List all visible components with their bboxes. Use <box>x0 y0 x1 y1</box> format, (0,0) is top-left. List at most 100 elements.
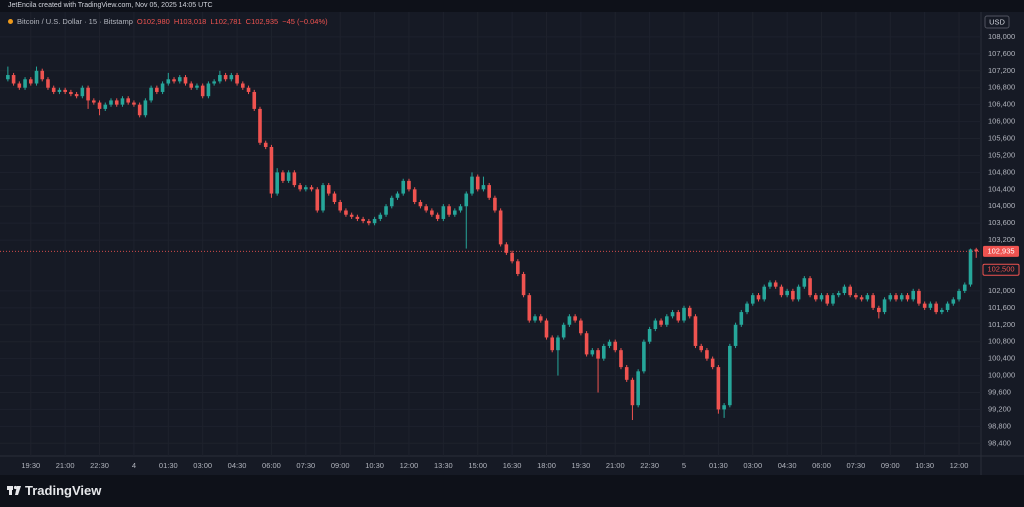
logo-part <box>9 486 12 495</box>
candle-body <box>521 273 526 296</box>
candle-body <box>17 83 22 88</box>
candle-body <box>968 249 973 285</box>
y-tick-label: 105,200 <box>988 150 1015 159</box>
candle-body <box>544 320 549 338</box>
candle-body <box>344 210 348 215</box>
candle-body <box>114 100 119 105</box>
candle-body <box>865 295 870 300</box>
legend-value: L102,781 <box>210 17 242 26</box>
candle-body <box>882 299 887 313</box>
candle-body <box>453 210 457 215</box>
candle-body <box>132 102 136 105</box>
candle-body <box>733 324 738 346</box>
grid <box>0 12 981 456</box>
candle-body <box>813 295 818 300</box>
x-tick-label: 06:00 <box>262 461 281 470</box>
x-tick-label: 04:30 <box>778 461 797 470</box>
x-tick-label: 21:00 <box>606 461 625 470</box>
x-tick-label: 01:30 <box>159 461 178 470</box>
candle-body <box>636 371 640 406</box>
logo-part <box>15 486 21 495</box>
candle-body <box>556 337 560 351</box>
candle-body <box>630 379 635 406</box>
candle-body <box>252 91 257 109</box>
y-tick-label: 104,800 <box>988 167 1015 176</box>
candle-body <box>871 295 875 308</box>
candle-body <box>894 295 898 300</box>
candle-body <box>447 206 451 215</box>
y-tick-label: 106,000 <box>988 117 1015 126</box>
x-tick-label: 03:00 <box>193 461 212 470</box>
candle-body <box>538 316 543 321</box>
y-tick-label: 107,200 <box>988 66 1015 75</box>
candle-body <box>309 187 314 190</box>
y-tick-label: 106,400 <box>988 100 1015 109</box>
candle-body <box>877 307 881 313</box>
candle-body <box>573 316 577 321</box>
candle-body <box>361 218 365 222</box>
candle-body <box>516 261 520 274</box>
legend-value: O102,980 <box>136 17 170 26</box>
candle-body <box>40 70 45 80</box>
currency: USD <box>989 17 1005 26</box>
x-tick-label: 07:30 <box>847 461 866 470</box>
symbol-icon <box>8 19 13 24</box>
candle-body <box>699 345 703 351</box>
candle-body <box>229 75 234 80</box>
candle-body <box>710 358 715 368</box>
candle-body <box>779 286 784 296</box>
candle-body <box>63 89 67 92</box>
candle-body <box>269 146 274 194</box>
x-tick-label: 07:30 <box>296 461 315 470</box>
candle-body <box>859 297 864 300</box>
candle-body <box>642 341 646 372</box>
candle-body <box>848 286 852 296</box>
candle-body <box>223 75 228 80</box>
y-tick-label: 100,000 <box>988 371 1015 380</box>
candle-body <box>338 202 343 211</box>
candle-body <box>372 218 377 224</box>
candle-body <box>458 206 463 211</box>
candle-body <box>34 70 39 84</box>
candle-body <box>905 295 910 300</box>
y-tick-label: 101,200 <box>988 320 1015 329</box>
logo-part <box>13 485 18 490</box>
candle-body <box>756 295 761 300</box>
candle-body <box>682 307 686 321</box>
candle-body <box>367 221 371 224</box>
y-tick-label: 101,600 <box>988 303 1015 312</box>
candle-body <box>802 278 807 287</box>
candle-body <box>349 214 354 217</box>
candle-body <box>189 83 194 88</box>
price-label: 102,500 <box>987 265 1014 274</box>
tv-logo <box>7 485 21 495</box>
candle-body <box>166 79 171 84</box>
x-tick-label: 16:30 <box>503 461 522 470</box>
candle-body <box>693 316 698 346</box>
candle-body <box>619 350 623 368</box>
candle-body <box>791 290 795 300</box>
attribution: JetEncila created with TradingView.com, … <box>8 2 213 9</box>
candles <box>6 66 979 421</box>
currency-box <box>984 15 1010 29</box>
price-label: 102,935 <box>987 246 1014 255</box>
candle-body <box>292 172 297 186</box>
y-tick-label: 99,600 <box>988 387 1011 396</box>
candle-body <box>212 81 216 84</box>
symbol: Bitcoin / U.S. Dollar · 15 · Bitstamp <box>17 17 133 26</box>
candle-body <box>11 75 16 84</box>
candle-body <box>665 316 669 325</box>
candle-body <box>80 87 85 97</box>
candle-body <box>246 87 251 92</box>
candle-body <box>659 320 663 325</box>
legend: Bitcoin / U.S. Dollar · 15 · Bitstamp O1… <box>8 17 328 26</box>
x-tick-label: 10:30 <box>365 461 384 470</box>
candle-body <box>504 244 509 253</box>
candle-body <box>768 282 772 287</box>
x-tick-label: 19:30 <box>571 461 590 470</box>
x-tick-label: 13:30 <box>434 461 453 470</box>
y-tick-label: 99,200 <box>988 404 1011 413</box>
x-tick-label: 18:00 <box>537 461 556 470</box>
candle-body <box>934 303 938 313</box>
candle-body <box>928 303 933 308</box>
